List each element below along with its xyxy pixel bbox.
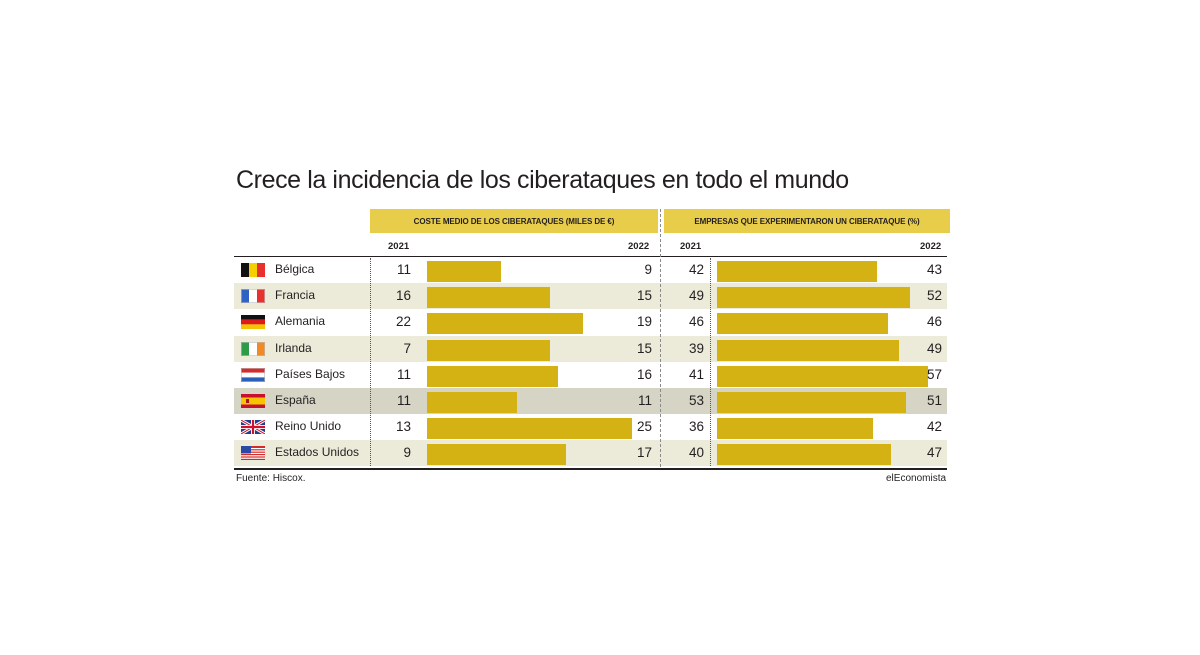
cost-2021-value: 11 <box>396 262 411 277</box>
cost-2022-value: 16 <box>636 366 652 382</box>
cost-2022-value: 11 <box>637 393 652 408</box>
attacks-2021-value: 36 <box>688 419 704 435</box>
ireland-flag-icon <box>241 341 265 356</box>
cost-2021-value: 22 <box>395 314 411 330</box>
country-name: Estados Unidos <box>275 445 360 460</box>
attacks-year-2021-label: 2021 <box>680 241 702 252</box>
belgium-flag-icon <box>241 263 265 277</box>
cost-2022-bar <box>427 418 632 440</box>
germany-flag-icon <box>241 315 265 330</box>
cost-2021-value: 13 <box>395 419 411 435</box>
country-name: Reino Unido <box>275 419 342 434</box>
attacks-2022-bar <box>717 339 899 361</box>
table-row: España 11 11 53 51 <box>234 388 947 414</box>
cost-2022-bar <box>427 444 567 466</box>
cost-2021-value: 16 <box>395 288 411 304</box>
cost-2021-value: 11 <box>396 393 411 408</box>
attacks-2022-value: 46 <box>926 314 942 330</box>
table-row: Alemania 22 19 46 46 <box>234 309 947 335</box>
attacks-2022-value: 42 <box>926 419 942 435</box>
spain-flag-icon <box>241 394 265 408</box>
cost-2022-value: 15 <box>636 288 652 304</box>
cost-2022-bar <box>427 392 518 413</box>
attacks-year-2022-label: 2022 <box>920 241 942 252</box>
cost-2022-value: 25 <box>636 419 652 435</box>
country-name: Francia <box>275 288 316 303</box>
attacks-2022-bar <box>717 418 873 440</box>
footer-rule <box>234 468 947 470</box>
attacks-2022-value: 51 <box>926 393 942 408</box>
country-name: Bélgica <box>275 262 315 276</box>
attacks-2021-value: 40 <box>688 445 704 461</box>
attacks-2021-value: 41 <box>688 366 704 382</box>
attacks-2022-bar <box>717 365 929 387</box>
cost-2022-bar <box>427 365 559 387</box>
table-row: Reino Unido 13 25 36 42 <box>234 414 947 440</box>
chart-title: Crece la incidencia de los ciberataques … <box>236 166 849 194</box>
cost-2022-bar <box>427 287 550 309</box>
attacks-2021-value: 39 <box>688 340 704 356</box>
table-row: Francia 16 15 49 52 <box>234 283 947 310</box>
cost-2022-value: 17 <box>636 445 652 461</box>
attacks-2022-value: 47 <box>926 445 942 461</box>
panel-separator <box>660 209 661 467</box>
uk-flag-icon <box>241 420 265 435</box>
netherlands-flag-icon <box>241 367 265 382</box>
cost-2021-value: 11 <box>396 366 411 382</box>
table-row: Irlanda 7 15 39 49 <box>234 335 947 362</box>
cost-2022-bar <box>427 261 501 282</box>
attacks-2021-value: 49 <box>688 288 704 304</box>
brand-label: elEconomista <box>886 473 947 484</box>
attacks-2022-value: 57 <box>926 366 942 382</box>
cost-2022-value: 15 <box>636 340 652 356</box>
table-row: Estados Unidos 9 17 40 47 <box>234 440 947 467</box>
attacks-2022-value: 43 <box>926 262 942 277</box>
country-name: Alemania <box>275 314 326 329</box>
cost-2022-value: 9 <box>644 262 652 277</box>
cost-year-2021-label: 2021 <box>388 241 410 252</box>
attacks-2021-value: 53 <box>688 393 704 408</box>
cost-2021-value: 9 <box>403 445 411 461</box>
country-name: Países Bajos <box>275 366 346 381</box>
attacks-2022-bar <box>717 313 888 335</box>
usa-flag-icon <box>241 446 265 461</box>
cost-panel-header: COSTE MEDIO DE LOS CIBERATAQUES (MILES D… <box>370 209 658 233</box>
cost-2022-bar <box>427 313 583 335</box>
cost-2022-value: 19 <box>636 314 652 330</box>
attacks-2022-bar <box>717 392 907 413</box>
attacks-2021-value: 42 <box>688 262 704 277</box>
attacks-2022-bar <box>717 261 877 282</box>
attacks-divider <box>710 258 711 466</box>
attacks-2022-bar <box>717 444 892 466</box>
attacks-2022-bar <box>717 287 910 309</box>
cost-2022-bar <box>427 339 550 361</box>
country-name: España <box>275 393 316 407</box>
table-row: Países Bajos 11 16 41 57 <box>234 362 947 388</box>
country-name: Irlanda <box>275 340 312 355</box>
attacks-panel-header: EMPRESAS QUE EXPERIMENTARON UN CIBERATAQ… <box>664 209 950 233</box>
attacks-2022-value: 52 <box>926 288 942 304</box>
header-rule <box>234 256 947 257</box>
table-row: Bélgica 11 9 42 43 <box>234 257 947 283</box>
cost-2021-value: 7 <box>403 340 411 356</box>
france-flag-icon <box>241 289 265 304</box>
cost-year-2022-label: 2022 <box>628 241 650 252</box>
cost-divider <box>370 258 371 466</box>
source-note: Fuente: Hiscox. <box>236 473 306 484</box>
attacks-2021-value: 46 <box>688 314 704 330</box>
attacks-2022-value: 49 <box>926 340 942 356</box>
